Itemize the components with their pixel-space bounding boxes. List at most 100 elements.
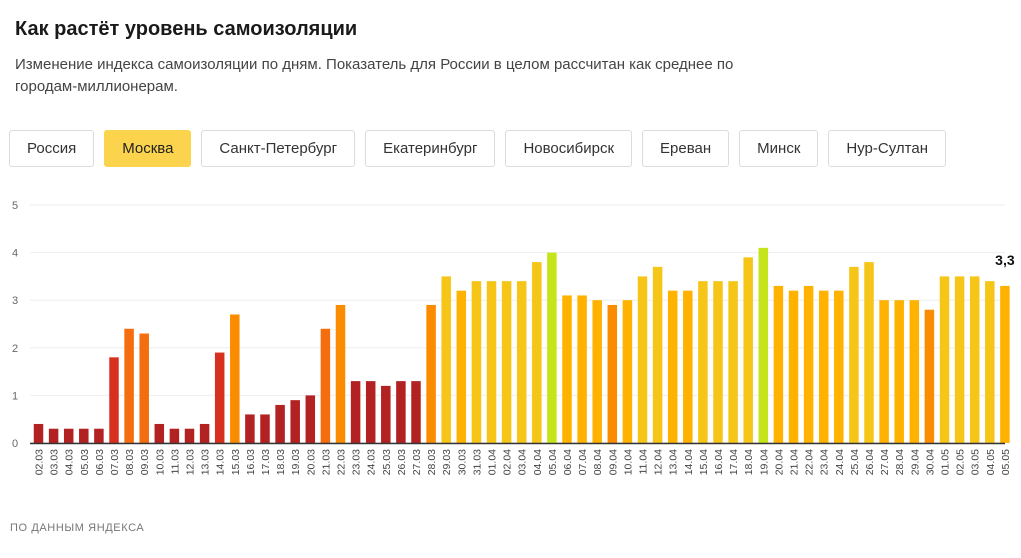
bar bbox=[864, 262, 874, 443]
x-tick-label: 15.03 bbox=[230, 449, 242, 475]
x-tick-label: 23.04 bbox=[819, 449, 831, 475]
x-tick-label: 03.03 bbox=[49, 449, 61, 475]
tab-yekaterinburg[interactable]: Екатеринбург bbox=[365, 130, 496, 167]
bar bbox=[954, 276, 965, 443]
bar bbox=[743, 257, 753, 443]
x-tick-label: 04.04 bbox=[532, 449, 544, 475]
x-tick-label: 15.04 bbox=[698, 449, 710, 475]
x-tick-label: 03.04 bbox=[517, 449, 529, 475]
bar bbox=[350, 381, 361, 443]
x-tick-label: 29.03 bbox=[441, 449, 453, 475]
bar bbox=[124, 328, 134, 443]
x-tick-label: 16.03 bbox=[245, 449, 257, 475]
bar bbox=[894, 300, 904, 443]
x-tick-label: 05.03 bbox=[79, 449, 91, 475]
bar bbox=[969, 276, 980, 443]
bar bbox=[214, 352, 225, 443]
bar bbox=[652, 266, 663, 443]
x-tick-label: 16.04 bbox=[713, 449, 725, 475]
x-tick-label: 08.03 bbox=[124, 449, 136, 475]
x-tick-label: 12.03 bbox=[185, 449, 197, 475]
tab-yerevan[interactable]: Ереван bbox=[642, 130, 730, 167]
bar bbox=[411, 381, 421, 443]
bar bbox=[154, 423, 165, 443]
bar bbox=[758, 247, 769, 443]
x-tick-label: 04.05 bbox=[985, 449, 997, 475]
city-tabs: Россия Москва Санкт-Петербург Екатеринбу… bbox=[9, 130, 946, 167]
bar bbox=[471, 281, 482, 443]
y-tick-label: 5 bbox=[12, 200, 18, 212]
y-tick-label: 2 bbox=[12, 343, 18, 355]
x-tick-label: 04.03 bbox=[64, 449, 76, 475]
tab-russia[interactable]: Россия bbox=[9, 130, 95, 167]
bar bbox=[230, 314, 240, 443]
x-tick-label: 24.03 bbox=[366, 449, 378, 475]
bar bbox=[275, 404, 285, 443]
bar bbox=[441, 276, 451, 443]
x-tick-label: 02.03 bbox=[34, 449, 46, 475]
bar bbox=[939, 276, 950, 443]
x-tick-label: 09.04 bbox=[607, 449, 619, 475]
bar bbox=[290, 400, 300, 443]
bar bbox=[456, 290, 467, 443]
bar bbox=[547, 252, 557, 443]
x-tick-label: 18.03 bbox=[275, 449, 287, 475]
x-tick-label: 20.03 bbox=[305, 449, 317, 475]
y-tick-label: 0 bbox=[12, 438, 18, 450]
x-tick-label: 22.03 bbox=[336, 449, 348, 475]
bar bbox=[622, 300, 633, 443]
x-tick-label: 09.03 bbox=[139, 449, 151, 475]
x-tick-label: 02.05 bbox=[955, 449, 967, 475]
x-tick-label: 27.03 bbox=[411, 449, 423, 475]
x-tick-label: 29.04 bbox=[909, 449, 921, 475]
x-tick-label: 05.05 bbox=[1000, 449, 1012, 475]
bar bbox=[728, 281, 738, 443]
tab-novosibirsk[interactable]: Новосибирск bbox=[505, 130, 633, 167]
x-tick-label: 28.03 bbox=[426, 449, 438, 475]
x-tick-label: 30.04 bbox=[924, 449, 936, 475]
x-tick-label: 03.05 bbox=[970, 449, 982, 475]
x-tick-label: 25.03 bbox=[381, 449, 393, 475]
x-tick-label: 06.04 bbox=[562, 449, 574, 475]
bar bbox=[607, 304, 618, 443]
x-tick-label: 10.04 bbox=[622, 449, 634, 475]
x-tick-label: 27.04 bbox=[879, 449, 891, 475]
tab-saint-petersburg[interactable]: Санкт-Петербург bbox=[201, 130, 356, 167]
bar bbox=[713, 281, 723, 443]
bar bbox=[33, 423, 44, 443]
x-tick-label: 26.04 bbox=[864, 449, 876, 475]
bar bbox=[985, 281, 995, 443]
x-tick-label: 01.05 bbox=[940, 449, 952, 475]
x-tick-label: 28.04 bbox=[894, 449, 906, 475]
x-tick-label: 07.04 bbox=[577, 449, 589, 475]
x-tick-label: 06.03 bbox=[94, 449, 106, 475]
bar bbox=[834, 290, 844, 443]
x-tick-label: 12.04 bbox=[653, 449, 665, 475]
x-tick-label: 11.04 bbox=[638, 449, 650, 475]
bar bbox=[849, 266, 859, 443]
bar bbox=[320, 328, 331, 443]
bar bbox=[1000, 285, 1010, 443]
bar bbox=[48, 428, 59, 443]
y-tick-label: 4 bbox=[12, 248, 18, 260]
x-tick-label: 14.03 bbox=[215, 449, 227, 475]
bar bbox=[924, 309, 935, 443]
bar bbox=[109, 357, 119, 443]
x-tick-label: 08.04 bbox=[592, 449, 604, 475]
y-tick-label: 1 bbox=[12, 390, 18, 402]
tab-moscow[interactable]: Москва bbox=[104, 130, 192, 167]
x-tick-label: 30.03 bbox=[456, 449, 468, 475]
bar bbox=[698, 281, 708, 443]
bar bbox=[199, 423, 210, 443]
bar bbox=[396, 381, 406, 443]
bar bbox=[305, 395, 316, 443]
bar bbox=[577, 295, 587, 443]
page-title: Как растёт уровень самоизоляции bbox=[15, 18, 358, 40]
x-tick-label: 05.04 bbox=[547, 449, 559, 475]
bar bbox=[683, 290, 693, 443]
bar bbox=[184, 428, 195, 443]
tab-nur-sultan[interactable]: Нур-Султан bbox=[828, 130, 946, 167]
tab-minsk[interactable]: Минск bbox=[739, 130, 819, 167]
bar bbox=[803, 285, 814, 443]
